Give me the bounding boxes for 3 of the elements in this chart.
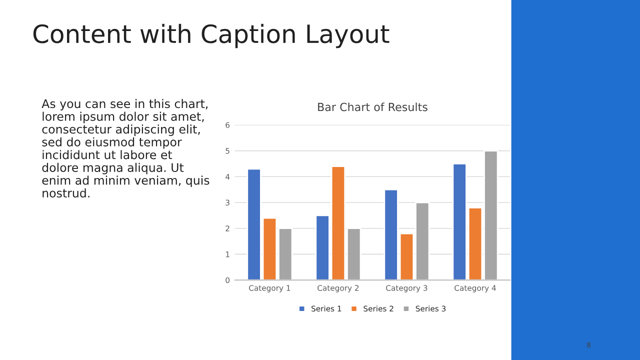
text: As you can see in this chart, lorem ipsum dolor sit amet, consectetur adipiscing elit, sed do eiusmod tempor incididunt ut labore et dolore magna aliqua. Ut enim ad minim veniam, quis nostrud.: [42, 99, 210, 198]
text: Content with Caption Layout: [33, 24, 390, 48]
chart-title: Bar Chart of Results: [318, 102, 428, 112]
